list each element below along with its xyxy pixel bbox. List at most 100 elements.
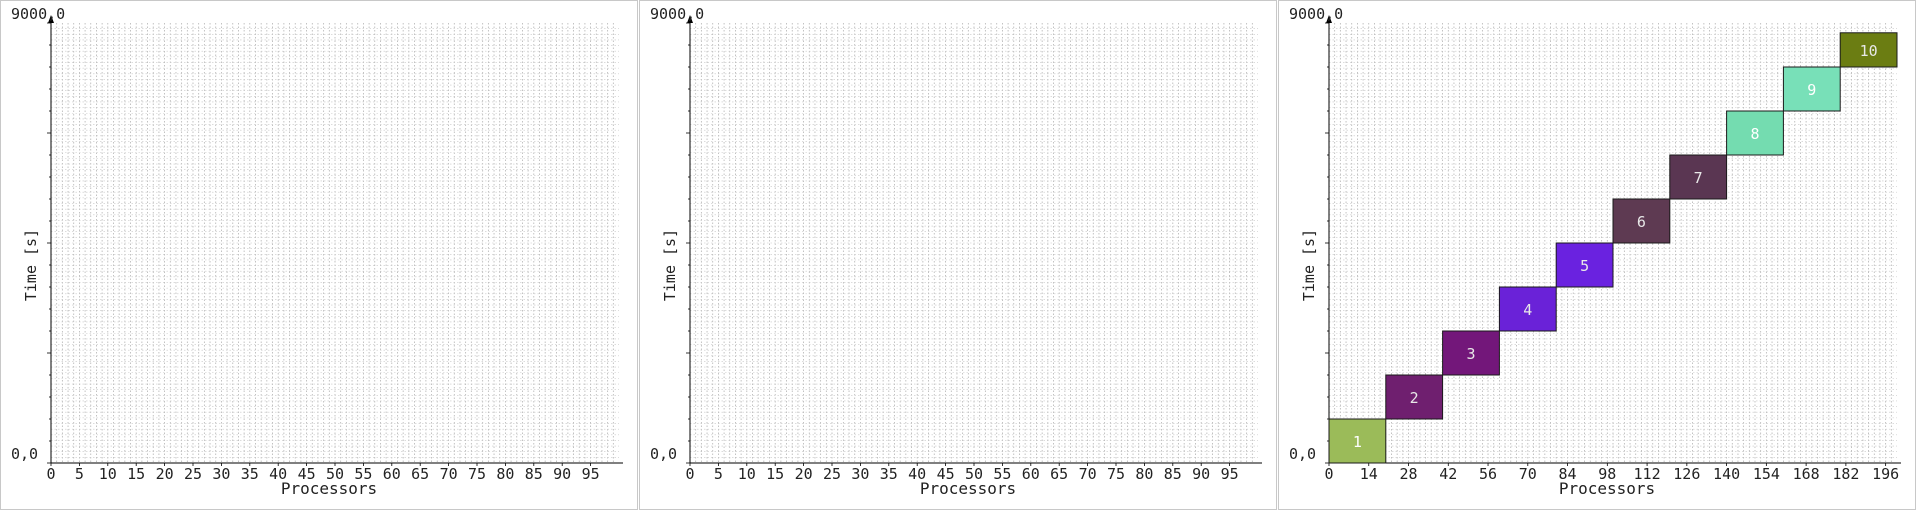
x-tick-label: 154 [1753,465,1780,483]
job-block-3: 3 [1442,330,1500,376]
x-tick-label: 0 [1324,465,1333,483]
job-bar [1555,242,1614,288]
job-label: 4 [1523,301,1532,319]
job-block-7: 7 [1669,154,1728,200]
job-label: 3 [1466,345,1475,363]
x-tick-label: 35 [241,465,259,483]
x-tick-label: 90 [553,465,571,483]
y-min-label: 0,0 [1289,445,1316,463]
x-tick-label: 140 [1713,465,1740,483]
x-tick-label: 25 [823,465,841,483]
x-tick-label: 20 [795,465,813,483]
gantt-chart: 0 5 10 15 20 25 30 35 40 45 50 55 60 65 70 75 80 85 90 95 90… [650,5,1262,498]
y-max-label: 9000,0 [1289,5,1343,23]
job-label: 2 [1410,389,1419,407]
x-axis-label: Processors [920,479,1016,498]
job-bar [1612,198,1671,244]
x-tick-label: 126 [1673,465,1700,483]
chart-panel-3: 0 14 28 42 56 70 84 98 112 126 140 154 168 182 196 9000… [1278,0,1916,510]
job-block-8: 8 [1726,110,1784,156]
x-tick-label: 28 [1399,465,1417,483]
x-tick-label: 65 [411,465,429,483]
job-bar [1726,110,1784,156]
job-block-9: 9 [1782,66,1841,112]
x-tick-label: 55 [993,465,1011,483]
x-tick-label: 45 [937,465,955,483]
x-tick-label: 5 [75,465,84,483]
x-tick-label: 98 [1598,465,1616,483]
chart-panel-2: 0 5 10 15 20 25 30 35 40 45 50 55 60 65 70 75 80 85 90 95 90… [639,0,1277,510]
gantt-chart: 0 14 28 42 56 70 84 98 112 126 140 154 168 182 1969000… [1289,5,1901,498]
x-tick-label: 15 [127,465,145,483]
x-tick-label: 30 [851,465,869,483]
x-tick-label: 0 [685,465,694,483]
x-tick-label: 70 [440,465,458,483]
x-tick-label: 80 [496,465,514,483]
x-tick-label: 35 [880,465,898,483]
x-tick-label: 70 [1079,465,1097,483]
x-tick-label: 10 [738,465,756,483]
job-block-4: 4 [1498,286,1557,332]
x-tick-label: 56 [1479,465,1497,483]
x-tick-label: 168 [1793,465,1820,483]
job-bar [1782,66,1841,112]
x-tick-label: 0 [46,465,55,483]
y-axis-label: Time [s] [22,229,40,301]
x-tick-label: 80 [1135,465,1153,483]
job-label: 8 [1750,125,1759,143]
job-block-10: 10 [1839,32,1898,68]
x-tick-label: 60 [1022,465,1040,483]
x-tick-label: 50 [326,465,344,483]
job-label: 10 [1860,42,1878,60]
x-tick-label: 40 [908,465,926,483]
x-tick-label: 85 [525,465,543,483]
job-bar [1839,32,1898,68]
x-tick-label: 85 [1164,465,1182,483]
x-tick-label: 70 [1519,465,1537,483]
x-tick-label: 196 [1872,465,1899,483]
x-tick-label: 55 [354,465,372,483]
job-block-5: 5 [1555,242,1614,288]
y-max-label: 9000,0 [11,5,65,23]
x-tick-label: 50 [965,465,983,483]
x-tick-label: 95 [582,465,600,483]
y-max-label: 9000,0 [650,5,704,23]
job-label: 6 [1637,213,1646,231]
x-tick-label: 10 [99,465,117,483]
x-tick-label: 14 [1360,465,1378,483]
y-min-label: 0,0 [650,445,677,463]
job-label: 9 [1807,81,1816,99]
job-label: 5 [1580,257,1589,275]
x-tick-label: 30 [212,465,230,483]
x-axis-label: Processors [281,479,377,498]
x-tick-label: 15 [766,465,784,483]
y-axis-arrow-icon [687,15,693,23]
x-axis-label: Processors [1559,479,1655,498]
x-tick-label: 112 [1634,465,1661,483]
x-tick-label: 60 [383,465,401,483]
x-tick-label: 5 [714,465,723,483]
y-axis-label: Time [s] [661,229,679,301]
job-block-6: 6 [1612,198,1671,244]
y-axis-arrow-icon [48,15,54,23]
x-tick-label: 75 [1107,465,1125,483]
grid [51,23,619,463]
y-axis-label: Time [s] [1300,229,1318,301]
x-tick-label: 40 [269,465,287,483]
x-tick-label: 20 [156,465,174,483]
job-label: 1 [1353,433,1362,451]
job-block-2: 2 [1385,374,1444,420]
job-label: 7 [1694,169,1703,187]
x-tick-label: 25 [184,465,202,483]
gantt-chart: 0 5 10 15 20 25 30 35 40 45 50 55 60 65 70 75 80 85 90 95 90… [11,5,623,498]
x-tick-label: 45 [298,465,316,483]
job-block-1: 1 [1328,418,1387,464]
y-axis-arrow-icon [1326,15,1332,23]
x-tick-label: 95 [1221,465,1239,483]
job-bar [1498,286,1557,332]
job-bar [1669,154,1728,200]
job-bar [1328,418,1387,464]
job-bar [1442,330,1500,376]
y-min-label: 0,0 [11,445,38,463]
x-tick-label: 42 [1439,465,1457,483]
